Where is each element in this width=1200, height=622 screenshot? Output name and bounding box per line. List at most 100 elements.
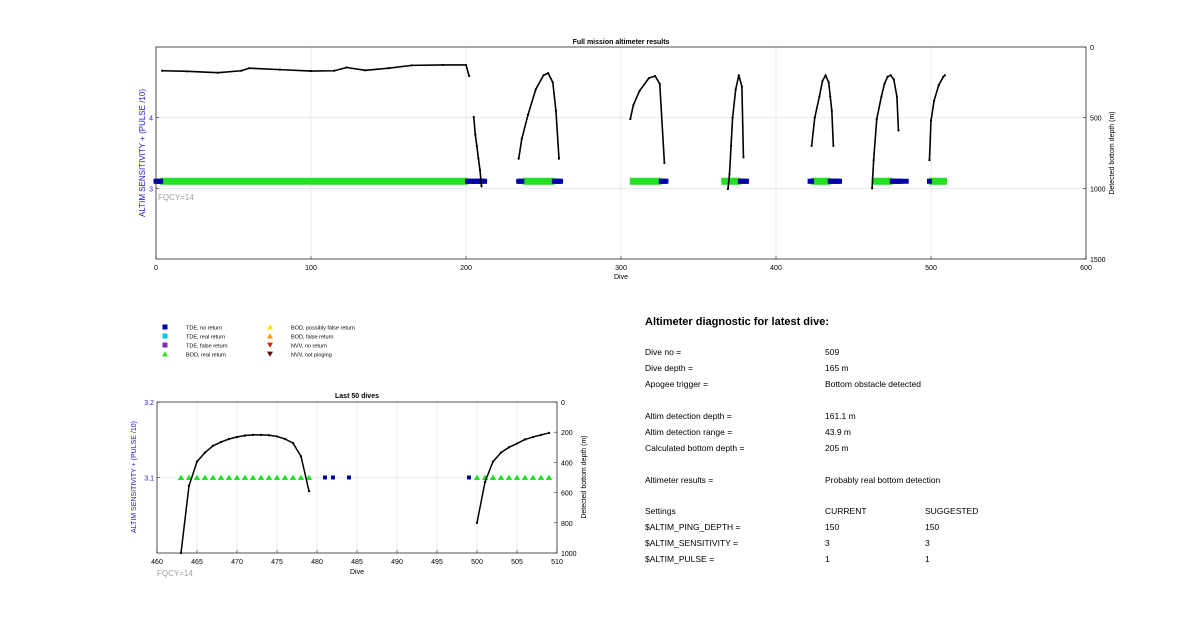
last-50-dives-chart: 460 465 470 475 480 485 490 495 500 505 510 3.1 3.2 0… [131, 393, 588, 578]
calculated-depth-value: 205 m [825, 443, 849, 453]
bottom-depth-point [726, 187, 730, 191]
bottom-depth-point [742, 156, 745, 159]
y-tick-label: 3.2 [144, 400, 154, 407]
legend-marker [267, 324, 273, 330]
x-tick-label: 300 [615, 265, 627, 272]
bottom-depth-point [821, 79, 824, 83]
legend-marker [162, 333, 168, 339]
bottom-depth-point [216, 71, 220, 74]
bottom-depth-point [737, 74, 740, 77]
bottom-depth-point [468, 74, 471, 78]
bod-real-return-marker [209, 474, 217, 481]
bottom-depth-line [871, 74, 900, 189]
x-tick-label: 460 [151, 559, 163, 566]
bottom-depth-point [483, 480, 487, 484]
ping-depth-label: $ALTIM_PING_DEPTH = [645, 522, 741, 532]
legend-marker [267, 351, 273, 357]
x-tick-label: 485 [351, 559, 363, 566]
y2-tick-label: 0 [561, 400, 565, 407]
bottom-depth-point [526, 113, 530, 116]
bottom-chart-plot-area [177, 431, 553, 555]
bottom-depth-point [364, 69, 367, 72]
bottom-depth-point [728, 173, 731, 176]
bod-real-return-marker-band [721, 177, 741, 185]
top-chart-y2label: Detected bottom depth (m) [1109, 111, 1116, 194]
bod-real-return-marker [241, 474, 249, 481]
diagnostic-title: Altimeter diagnostic for latest dive: [645, 316, 829, 328]
bod-real-return-marker [217, 474, 225, 481]
bottom-depth-point [307, 489, 311, 493]
x-tick-label: 490 [391, 559, 403, 566]
x-tick-label: 200 [460, 265, 472, 272]
bottom-depth-point [943, 74, 947, 77]
legend-label: TDE, real return [186, 335, 225, 341]
bod-real-return-marker [193, 474, 201, 481]
legend-marker [162, 351, 168, 357]
bottom-depth-point [267, 434, 271, 437]
top-chart-xlabel: Dive [614, 274, 628, 281]
bottom-depth-point [813, 116, 816, 119]
bod-real-return-marker [537, 474, 545, 481]
bottom-depth-point [247, 67, 251, 70]
bottom-depth-point [185, 70, 189, 73]
bod-real-return-marker [297, 474, 305, 481]
pulse-suggested: 1 [925, 554, 930, 564]
bottom-depth-point [551, 81, 554, 84]
marker-legend: TDE, no return TDE, real return TDE, false… [162, 324, 355, 359]
bottom-depth-point [472, 115, 475, 119]
y2-tick-label: 1500 [1090, 257, 1106, 264]
y2-tick-label: 500 [1090, 116, 1102, 123]
bottom-depth-point [259, 433, 263, 437]
x-tick-label: 465 [191, 559, 203, 566]
altimeter-diagnostic-panel: Altimeter diagnostic for latest dive: Di… [645, 0, 1185, 622]
legend-label: TDE, no return [186, 326, 222, 332]
tde-no-return-marker [519, 178, 525, 184]
bottom-depth-point [240, 69, 243, 72]
bottom-chart-axes: 460 465 470 475 480 485 490 495 500 505 510 3.1 3.2 0… [144, 400, 576, 566]
bottom-chart-fqcy-annotation: FQCY=14 [157, 569, 193, 578]
bod-real-return-marker [305, 474, 313, 481]
bod-real-return-marker-band [929, 177, 947, 185]
bottom-depth-point [161, 69, 164, 72]
legend-marker [267, 342, 273, 348]
bottom-depth-point [475, 521, 479, 524]
bottom-depth-point [278, 68, 282, 71]
bottom-depth-point [333, 69, 336, 72]
bottom-chart-ylabel: ALTIM SENSITIVITY + (PULSE /10) [131, 421, 138, 533]
bottom-depth-point [883, 82, 886, 85]
bod-real-return-marker [257, 474, 265, 481]
current-header: CURRENT [825, 506, 867, 516]
altimeter-results-label: Altimeter results = [645, 475, 714, 485]
bottom-depth-point [478, 168, 482, 172]
bod-real-return-marker [545, 474, 553, 481]
bottom-depth-point [243, 434, 247, 437]
suggested-header: SUGGESTED [925, 506, 979, 516]
bottom-depth-point [547, 72, 550, 75]
top-chart-title: Full mission altimeter results [573, 39, 670, 46]
ping-depth-current: 150 [825, 522, 840, 532]
bottom-depth-point [283, 437, 287, 441]
bottom-depth-point [638, 89, 641, 92]
x-tick-label: 400 [770, 265, 782, 272]
bod-real-return-marker [529, 474, 537, 481]
bottom-depth-point [731, 116, 734, 119]
bottom-depth-point [507, 446, 511, 449]
y-tick-label: 4 [149, 116, 153, 123]
bottom-depth-point [203, 451, 207, 454]
bottom-depth-point [345, 66, 348, 69]
bottom-depth-point [275, 435, 279, 438]
tde-no-return-marker [809, 178, 815, 184]
bottom-depth-point [477, 157, 480, 160]
y2-tick-label: 0 [1090, 45, 1094, 52]
bottom-chart-y2label: Detected bottom depth (m) [581, 435, 588, 518]
bottom-depth-point [534, 88, 537, 91]
detection-depth-label: Altim detection depth = [645, 411, 732, 421]
bottom-depth-point [251, 433, 255, 437]
bottom-depth-point [928, 158, 931, 162]
bod-real-return-marker-band [811, 177, 831, 185]
tde-no-return-marker [899, 178, 905, 184]
bottom-depth-point [895, 95, 899, 98]
tde-no-return-marker [323, 475, 327, 480]
y-tick-label: 3.1 [144, 476, 154, 483]
x-tick-label: 0 [154, 265, 158, 272]
